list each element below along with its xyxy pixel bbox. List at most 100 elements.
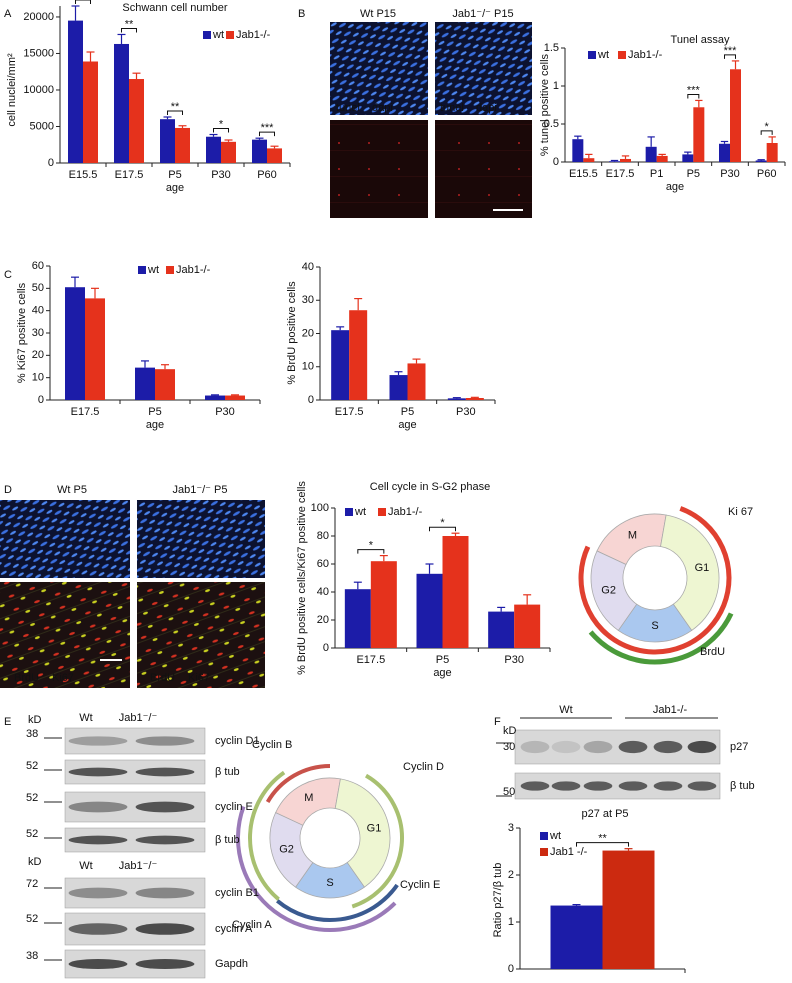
marker-label: 52 [26,792,38,804]
significance-bracket [213,128,229,133]
phase-label: G1 [367,823,382,835]
legend-label: Jab1 -/- [550,846,588,858]
significance-bracket [167,110,183,115]
phase-segment [269,812,314,888]
blot-band [618,781,648,791]
legend-label: Jab1-/- [388,506,423,518]
legend-label: Jab1-/- [176,264,211,276]
bar [83,61,98,163]
significance-bracket [75,0,91,4]
protein-label: cyclin A [215,923,253,935]
phase-segment [334,778,391,888]
y-tick-label: 0 [48,157,54,169]
marker-arc [588,612,734,665]
y-axis-label: % BrdU positive cells [286,281,298,385]
bar [85,298,105,400]
blot-band [653,740,683,754]
legend-label: wt [147,264,159,276]
significance-bracket [357,549,385,554]
blot-band [135,736,195,746]
bar [160,119,175,163]
stain-label: Ki67 [188,672,210,684]
significance-label: *** [724,45,738,57]
marker-label: 52 [26,913,38,925]
bar [602,850,655,969]
bar [370,561,397,648]
significance-label: * [369,540,374,552]
bar [730,69,741,162]
blot-band [135,958,195,970]
y-tick-label: 10 [32,372,44,384]
stain-label: Ki67 [52,672,74,684]
micrograph [435,22,532,115]
blot-band [68,958,128,970]
bar [225,395,245,400]
x-tick-label: E17.5 [356,654,385,666]
blot-band [135,923,195,935]
bar [755,160,767,162]
y-tick-label: 2 [508,869,514,881]
x-axis-label: age [398,419,416,431]
micrograph [330,22,428,115]
cyclin-arc [276,883,399,922]
marker-label: 38 [26,728,38,740]
y-tick-label: 10 [302,361,314,373]
y-tick-label: 0 [553,156,559,168]
x-tick-label: E17.5 [115,169,144,181]
significance-bracket [259,131,275,137]
blot-band [68,736,128,746]
cyclin-label: Cyclin B [252,739,292,751]
bar [349,310,368,400]
bar [389,375,408,400]
marker-label: 72 [26,878,38,890]
protein-label: cyclin E [215,801,253,813]
y-tick-label: 3 [508,822,514,834]
chart-title: p27 at P5 [581,808,628,820]
x-tick-label: P30 [504,654,524,666]
bar [175,127,190,163]
x-tick-label: E17.5 [335,406,364,418]
cyclin-arc [236,805,397,932]
phase-label: S [651,620,658,632]
marker-label: 52 [26,760,38,772]
blot-band [68,801,128,813]
protein-label: cyclin B1 [215,887,259,899]
significance-label: *** [261,122,275,134]
x-axis-label: age [433,667,451,679]
marker-label: BrdU [700,646,725,658]
significance-label: * [440,517,445,529]
legend-label: wt [597,49,609,61]
x-tick-label: P1 [650,168,663,180]
phase-segment [590,550,638,631]
chart-title: Tunel assay [671,34,730,46]
legend-label: wt [212,29,224,41]
phase-label: M [628,530,637,542]
significance-bracket [429,526,456,532]
bar [583,158,595,162]
x-tick-label: E17.5 [606,168,635,180]
stain-label: BrdU [150,672,175,684]
y-tick-label: 40 [302,261,314,273]
significance-bracket [687,93,700,99]
x-tick-label: P5 [401,406,414,418]
bar [267,148,282,163]
x-tick-label: E17.5 [71,406,100,418]
blot-band [583,781,613,791]
protein-label: β tub [730,780,755,792]
blot-band [135,801,195,813]
x-tick-label: P30 [211,169,231,181]
micrograph [137,500,265,578]
y-tick-label: 1 [508,916,514,928]
stain-label: dapi [476,102,497,114]
lane-label: Wt [79,712,92,724]
significance-bracket [760,130,773,135]
micrograph [137,582,265,688]
cyclin-arc [248,770,286,901]
bar [645,146,657,162]
kd-label: kD [503,725,517,737]
stain-label: tunel [440,102,464,114]
x-tick-label: P30 [456,406,476,418]
bar [693,107,705,162]
blot-band [618,740,648,754]
micrograph [0,500,130,578]
